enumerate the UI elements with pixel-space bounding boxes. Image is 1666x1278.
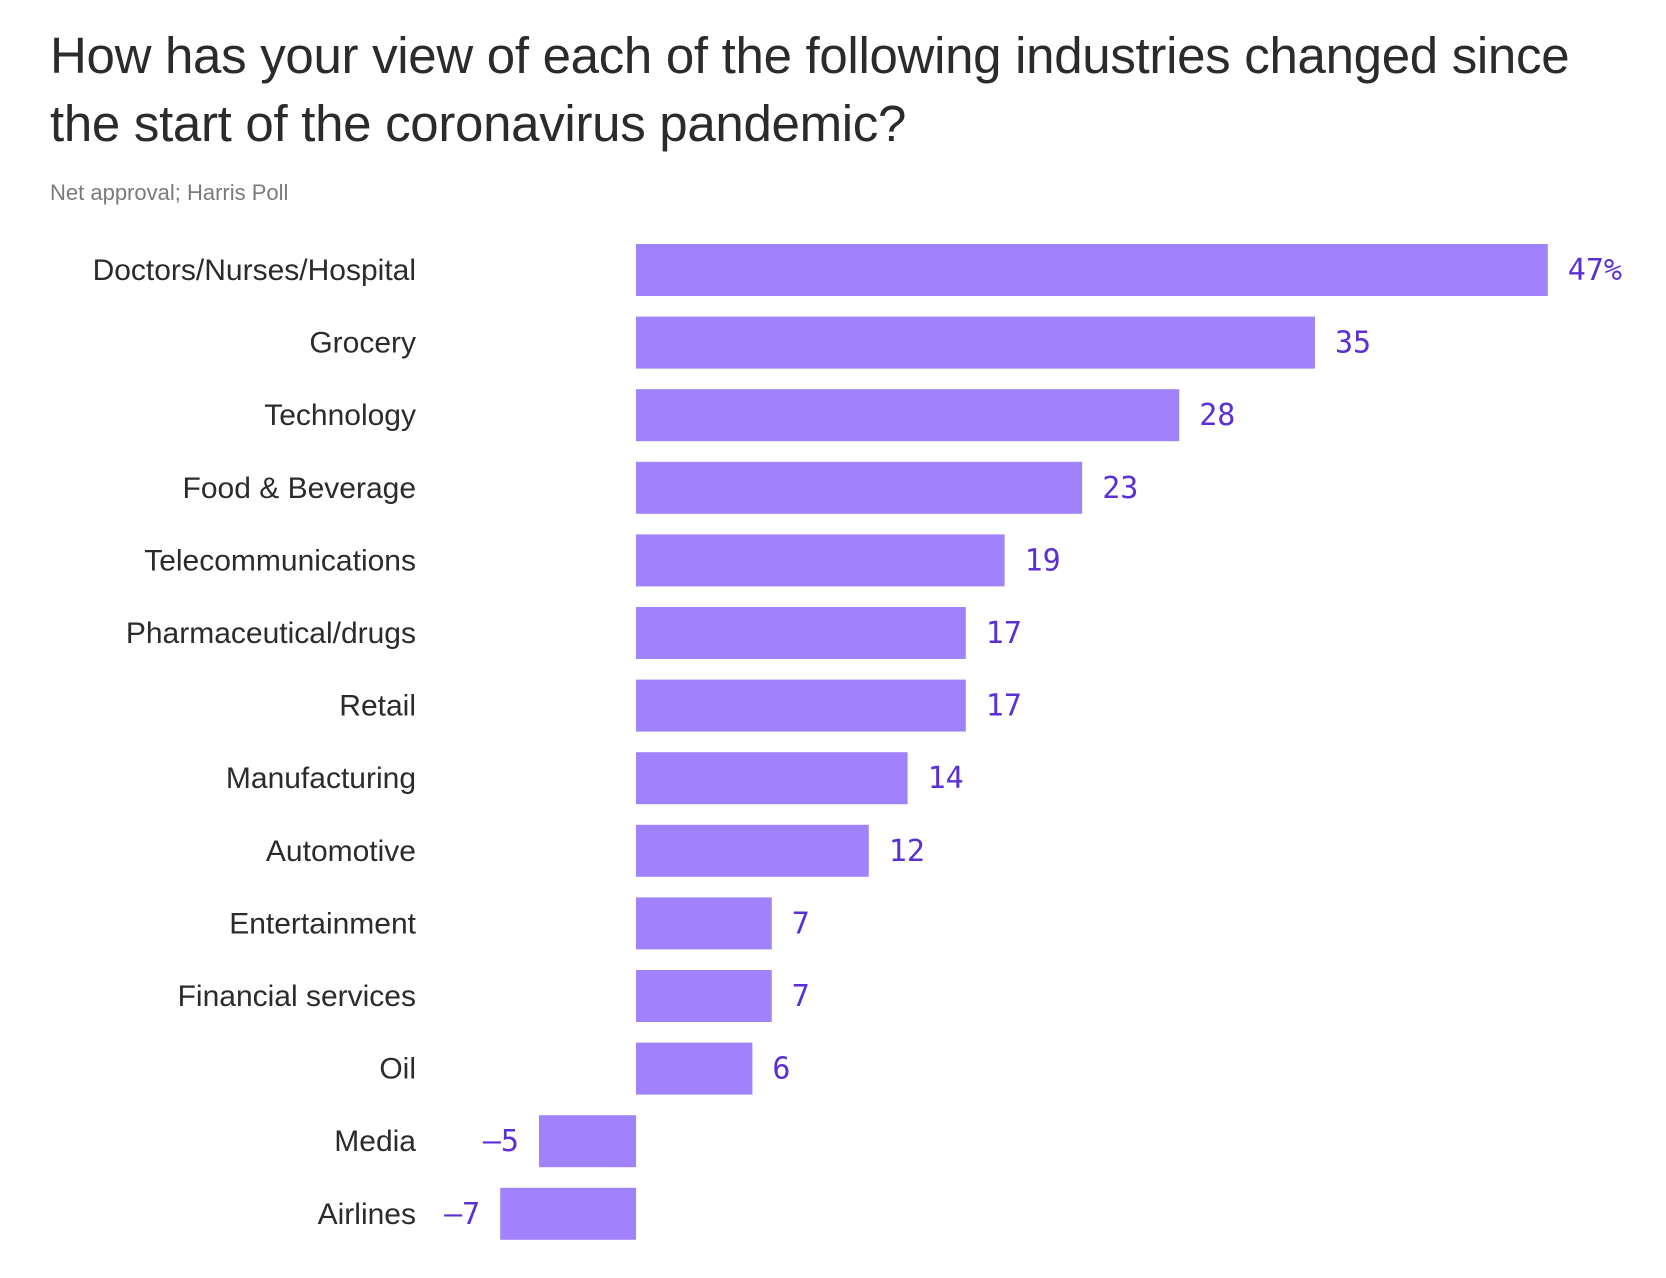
bar — [636, 824, 869, 877]
category-label: Pharmaceutical/drugs — [126, 617, 416, 650]
category-label: Grocery — [309, 327, 416, 360]
value-label: 23 — [1102, 471, 1138, 506]
chart-subtitle: Net approval; Harris Poll — [50, 180, 289, 205]
value-label: 6 — [772, 1052, 790, 1087]
bar — [636, 461, 1083, 514]
category-label: Food & Beverage — [183, 472, 416, 505]
bar — [500, 1187, 636, 1240]
bar — [636, 244, 1548, 296]
category-label: Doctors/Nurses/Hospital — [93, 254, 416, 287]
category-label: Media — [334, 1125, 416, 1158]
category-label: Manufacturing — [226, 762, 416, 795]
chart-title: How has your view of each of the followi… — [50, 27, 1570, 152]
bar — [636, 679, 966, 732]
bar — [636, 1042, 753, 1095]
value-label: 47% — [1568, 253, 1622, 288]
value-label: 19 — [1025, 543, 1061, 578]
value-label: 35 — [1335, 326, 1371, 361]
category-label: Automotive — [266, 835, 416, 868]
value-label: 17 — [986, 689, 1022, 724]
bar — [636, 970, 772, 1022]
bar — [636, 389, 1180, 442]
category-label: Telecommunications — [144, 544, 416, 577]
value-label: 7 — [792, 979, 810, 1014]
bar — [636, 607, 966, 659]
value-label: 17 — [986, 616, 1022, 651]
value-label: 7 — [792, 906, 810, 941]
value-label: –7 — [444, 1197, 480, 1232]
value-label: 28 — [1199, 398, 1235, 433]
value-label: 14 — [928, 761, 964, 796]
category-label: Technology — [264, 399, 416, 432]
category-label: Retail — [339, 690, 416, 723]
bar — [636, 534, 1005, 587]
category-label: Financial services — [178, 980, 416, 1013]
bar — [636, 897, 772, 950]
bar — [539, 1115, 636, 1168]
category-label: Oil — [379, 1053, 416, 1086]
value-label: –5 — [483, 1124, 519, 1159]
value-label: 12 — [889, 834, 925, 869]
bar — [636, 752, 908, 805]
bar — [636, 316, 1315, 369]
category-label: Entertainment — [229, 907, 416, 940]
category-label: Airlines — [318, 1198, 416, 1231]
